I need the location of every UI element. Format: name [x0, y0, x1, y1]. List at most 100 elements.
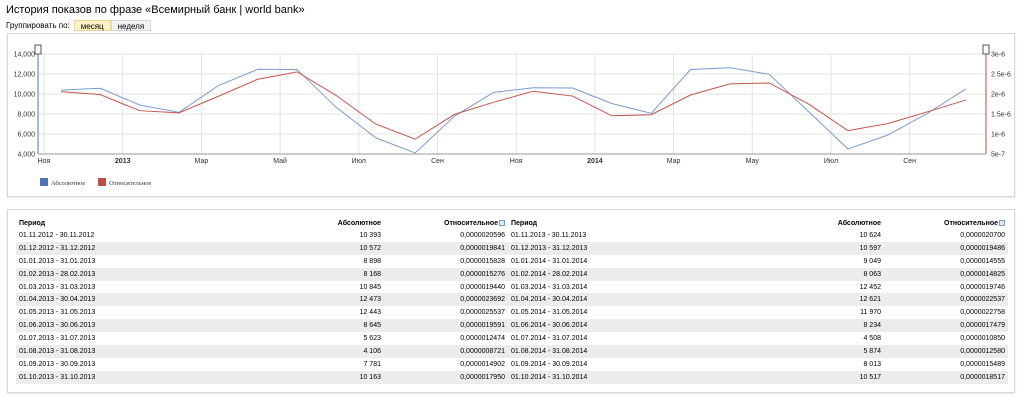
absolute-cell: 5 874 [764, 345, 884, 358]
table-row: 01.04.2014 - 30.04.2014 12 621 0,000002253… [508, 293, 1008, 307]
sort-icon[interactable] [999, 219, 1005, 226]
period-cell: 01.06.2014 - 30.06.2014 [508, 319, 764, 333]
x-tick-label: Июл [824, 158, 838, 165]
table-row: 01.11.2013 - 30.11.2013 10 624 0,000002070… [508, 229, 1008, 242]
absolute-cell: 4 106 [264, 345, 384, 358]
period-cell: 01.04.2013 - 30.04.2013 [16, 293, 264, 307]
stats-table-right: Период Абсолютное Относительное 01.11.20… [508, 217, 1008, 384]
relative-cell: 0,0000022537 [884, 293, 1008, 307]
period-cell: 01.07.2014 - 31.07.2014 [511, 335, 588, 343]
table-row: 01.02.2014 - 28.02.2014 8 063 0,0000014825 [508, 267, 1008, 281]
table-row: 01.01.2014 - 31.01.2014 9 049 0,0000014555 [508, 255, 1008, 268]
period-cell: 01.10.2013 - 31.10.2013 [16, 370, 264, 384]
legend-label-absolute: Абсолютное [51, 180, 85, 187]
period-cell: 01.08.2014 - 31.08.2014 [508, 345, 764, 358]
absolute-cell: 8 013 [863, 360, 881, 368]
table-row: 01.01.2013 - 31.01.2013 8 898 0,0000015828 [16, 255, 508, 268]
series-line-absolute [60, 67, 967, 154]
relative-cell: 0,0000020700 [960, 231, 1005, 239]
period-cell: 01.10.2014 - 31.10.2014 [508, 370, 764, 384]
relative-cell: 0,0000023692 [384, 293, 508, 307]
sort-icon[interactable] [499, 219, 505, 226]
table-row: 01.06.2013 - 30.06.2013 8 645 0,0000019591 [16, 319, 508, 333]
absolute-cell: 8 898 [363, 257, 381, 265]
period-cell: 01.03.2013 - 31.03.2013 [19, 283, 96, 291]
absolute-cell: 8 168 [264, 267, 384, 281]
absolute-cell: 4 508 [863, 335, 881, 343]
table-row: 01.07.2013 - 31.07.2013 5 623 0,0000012474 [16, 332, 508, 345]
range-handle-right[interactable] [982, 44, 990, 55]
absolute-cell: 9 049 [863, 257, 881, 265]
period-cell: 01.12.2013 - 31.12.2013 [508, 241, 764, 255]
relative-cell: 0,0000019591 [384, 319, 508, 333]
absolute-cell: 10 845 [359, 283, 381, 291]
y-right-tick-label: 2e-6 [991, 92, 1005, 99]
col-absolute-header: Абсолютное [337, 219, 381, 227]
relative-cell: 0,0000022758 [960, 309, 1005, 317]
x-tick-label: Ноя [510, 158, 523, 165]
table-row: 01.11.2012 - 30.11.2012 10 393 0,000002059… [16, 229, 508, 242]
y-left-tick-label: 6,000 [17, 132, 35, 139]
relative-cell: 0,0000014555 [960, 257, 1005, 265]
table-row: 01.03.2013 - 31.03.2013 10 845 0,000001944… [16, 281, 508, 294]
table-row: 01.09.2013 - 30.09.2013 7 781 0,0000014902 [16, 358, 508, 371]
legend-swatch-relative [98, 178, 106, 186]
table-row: 01.05.2013 - 31.05.2013 12 443 0,000002553… [16, 306, 508, 319]
absolute-cell: 11 970 [860, 309, 881, 317]
period-cell: 01.05.2013 - 31.05.2013 [19, 309, 96, 317]
absolute-cell: 10 517 [764, 370, 884, 384]
relative-cell: 0,0000019841 [384, 241, 508, 255]
x-tick-label: Сен [903, 158, 916, 165]
table-row: 01.10.2013 - 31.10.2013 10 163 0,000001795… [16, 370, 508, 384]
absolute-cell: 10 393 [359, 231, 381, 239]
relative-cell: 0,0000019440 [460, 283, 505, 291]
page-title: История показов по фразе «Всемирный банк… [6, 4, 305, 16]
absolute-cell: 10 163 [264, 370, 384, 384]
period-cell: 01.12.2012 - 31.12.2012 [16, 241, 264, 255]
absolute-cell: 8 234 [764, 319, 884, 333]
y-right-tick-label: 2.5e-6 [991, 72, 1011, 79]
x-tick-label: Ноя [38, 158, 51, 165]
col-relative-label: Относительное [444, 219, 498, 227]
y-left-tick-label: 8,000 [17, 112, 35, 119]
period-cell: 01.09.2013 - 30.09.2013 [19, 360, 96, 368]
relative-cell: 0,0000015276 [384, 267, 508, 281]
y-right-tick-label: 1.5e-6 [991, 112, 1011, 119]
group-month-button[interactable]: месяц [73, 20, 111, 31]
relative-cell: 0,0000015828 [460, 257, 505, 265]
period-cell: 01.02.2014 - 28.02.2014 [508, 267, 764, 281]
relative-cell: 0,0000014825 [884, 267, 1008, 281]
absolute-cell: 12 452 [859, 283, 881, 291]
absolute-cell: 8 645 [264, 319, 384, 333]
legend-swatch-absolute [40, 178, 48, 186]
period-cell: 01.04.2014 - 30.04.2014 [508, 293, 764, 307]
relative-cell: 0,0000015489 [960, 360, 1005, 368]
absolute-cell: 12 473 [264, 293, 384, 307]
col-relative-header[interactable]: Относительное [384, 217, 508, 229]
y-right-tick-label: 5e-7 [991, 152, 1005, 159]
relative-cell: 0,0000020596 [460, 231, 505, 239]
stats-table-panel: Период Абсолютное Относительное 01.11.20… [7, 209, 1015, 393]
relative-cell: 0,0000012474 [460, 335, 505, 343]
absolute-cell: 10 624 [859, 231, 881, 239]
table-row: 01.04.2013 - 30.04.2013 12 473 0,000002369… [16, 293, 508, 307]
period-cell: 01.02.2013 - 28.02.2013 [16, 267, 264, 281]
x-tick-label: Мар [667, 158, 681, 165]
relative-cell: 0,0000019486 [884, 241, 1008, 255]
period-cell: 01.01.2013 - 31.01.2013 [19, 257, 96, 265]
group-week-button[interactable]: неделя [110, 20, 152, 31]
table-row: 01.09.2014 - 30.09.2014 8 013 0,0000015489 [508, 358, 1008, 371]
period-cell: 01.07.2013 - 31.07.2013 [19, 335, 96, 343]
table-row: 01.03.2014 - 31.03.2014 12 452 0,000001974… [508, 281, 1008, 294]
relative-cell: 0,0000012580 [884, 345, 1008, 358]
col-relative-label: Относительное [944, 219, 998, 227]
col-absolute-header: Абсолютное [837, 219, 881, 227]
table-row: 01.08.2014 - 31.08.2014 5 874 0,0000012580 [508, 345, 1008, 358]
x-tick-label: May [746, 158, 760, 165]
col-relative-header[interactable]: Относительное [884, 217, 1008, 229]
chart-panel: 14,000 12,000 10,000 8,000 6,000 4,000 3e-6 2.5… [7, 33, 1015, 197]
x-tick-label: Май [273, 157, 287, 165]
range-handle-left[interactable] [34, 44, 42, 55]
absolute-cell: 12 443 [359, 309, 381, 317]
table-row: 01.05.2014 - 31.05.2014 11 970 0,000002275… [508, 306, 1008, 319]
